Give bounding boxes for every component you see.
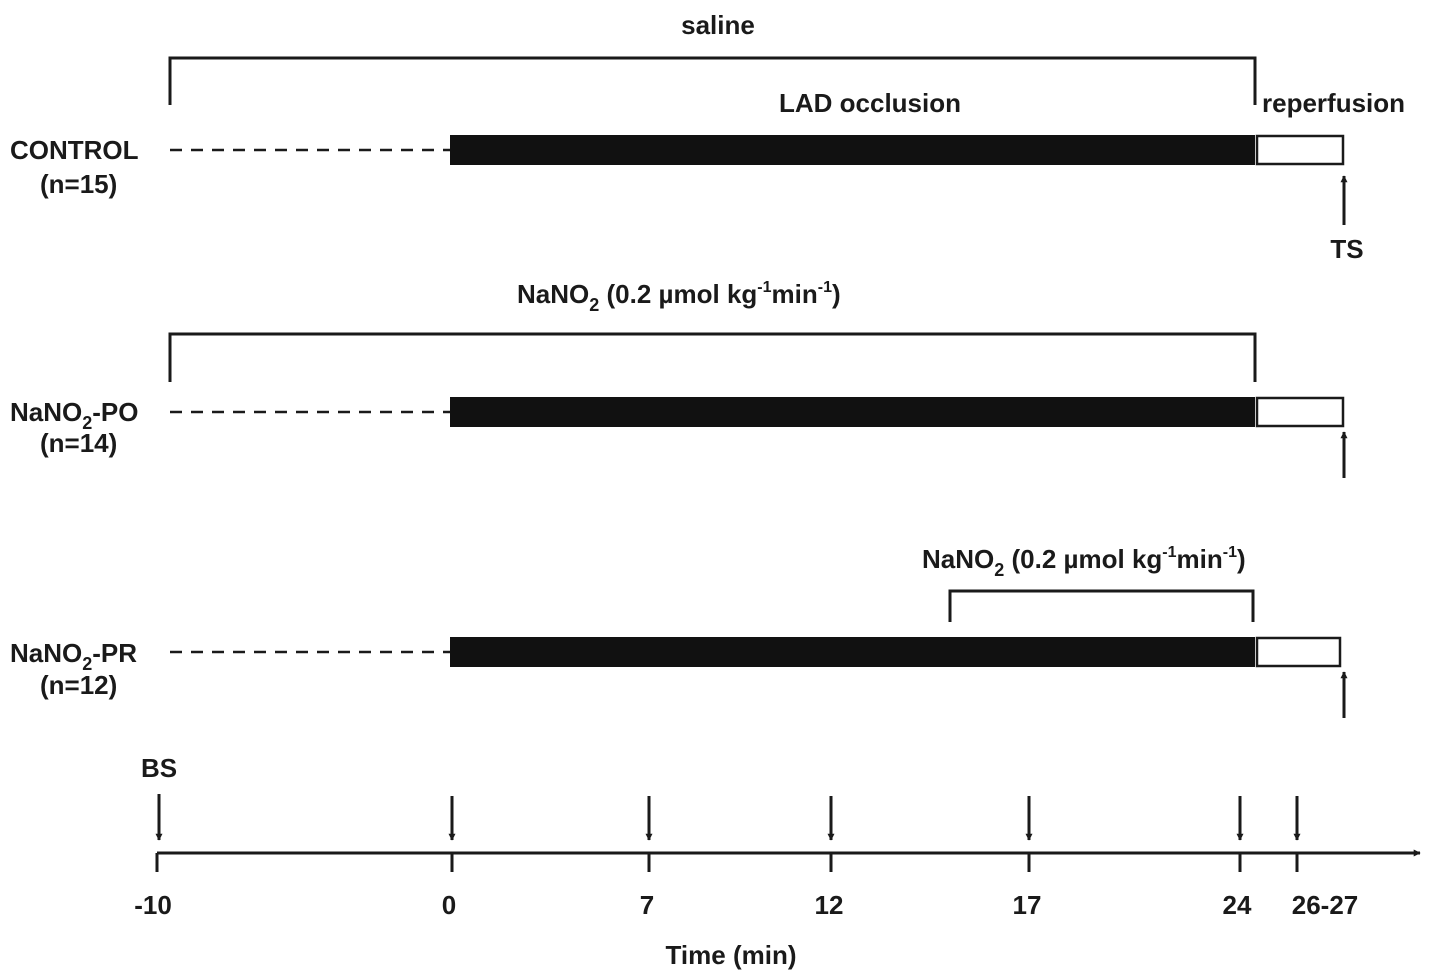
tick-label-17: 17 [1013, 890, 1042, 920]
saline-bracket [168, 56, 1257, 105]
tick-label-12: 12 [815, 890, 844, 920]
tick-label-26-27: 26-27 [1292, 890, 1359, 920]
tick-label-24: 24 [1223, 890, 1252, 920]
group-pr-n: (n=12) [40, 670, 117, 700]
saline-label: saline [681, 10, 755, 40]
group-po-n: (n=14) [40, 428, 117, 458]
control-occlusion-bar [450, 135, 1255, 165]
bs-label: BS [141, 753, 177, 783]
group-control-name: CONTROL [10, 135, 139, 165]
po-occlusion-bar [450, 397, 1255, 427]
occlusion-label: LAD occlusion [779, 88, 961, 118]
nitrite-label-pr: NaNO2 (0.2 µmol kg-1min-1) [922, 544, 1246, 580]
tick-label-minus10: -10 [134, 890, 172, 920]
pr-reperfusion-bar [1255, 636, 1342, 668]
control-reperfusion-bar [1255, 134, 1345, 166]
ts-label: TS [1330, 234, 1363, 264]
nitrite-label-po: NaNO2 (0.2 µmol kg-1min-1) [517, 279, 841, 315]
nitrite-bracket-po [168, 332, 1257, 382]
tick-label-0: 0 [442, 890, 456, 920]
group-control-n: (n=15) [40, 169, 117, 199]
axis-title: Time (min) [666, 940, 797, 970]
group-po-name: NaNO2-PO [10, 397, 139, 433]
reperfusion-label: reperfusion [1262, 88, 1405, 118]
pr-occlusion-bar [450, 637, 1255, 667]
tick-label-7: 7 [640, 890, 654, 920]
po-reperfusion-bar [1255, 396, 1345, 428]
group-pr-name: NaNO2-PR [10, 638, 137, 674]
nitrite-bracket-pr [948, 589, 1255, 622]
